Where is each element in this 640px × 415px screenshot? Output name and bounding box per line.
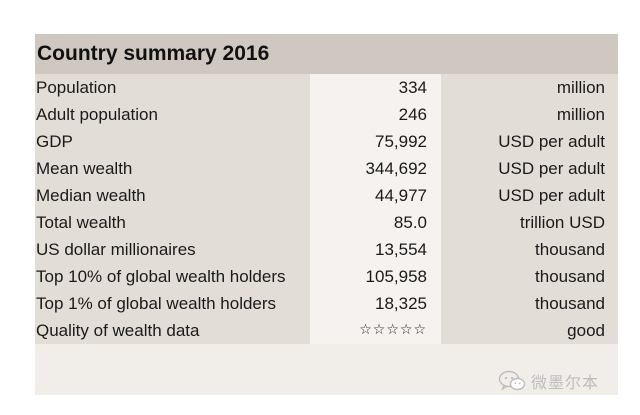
star-rating: ☆☆☆☆☆ (359, 322, 427, 338)
row-unit: million (556, 105, 605, 124)
watermark-text: 微墨尔本 (531, 373, 600, 392)
row-value: 344,692 (365, 159, 427, 178)
table-row: GDP 75,992 USD per adult (35, 128, 618, 155)
row-label: Median wealth (36, 186, 146, 205)
table-row: Adult population 246 million (35, 101, 618, 128)
table-row: US dollar millionaires 13,554 thousand (35, 236, 618, 263)
row-unit: good (567, 321, 605, 340)
row-unit: thousand (535, 267, 605, 286)
row-label: Quality of wealth data (36, 321, 200, 340)
row-unit: million (556, 78, 605, 97)
row-label: Population (36, 78, 117, 97)
row-value: 18,325 (375, 294, 427, 313)
table-row: Quality of wealth data ☆☆☆☆☆ good (35, 317, 618, 344)
row-unit: thousand (535, 240, 605, 259)
row-value: 13,554 (375, 240, 427, 259)
row-value: 246 (398, 105, 427, 124)
row-value: 44,977 (375, 186, 427, 205)
row-value: 105,958 (365, 267, 427, 286)
table-row: Mean wealth 344,692 USD per adult (35, 155, 618, 182)
row-label: Top 1% of global wealth holders (36, 294, 277, 313)
value-column-background (310, 74, 441, 344)
row-label: Mean wealth (36, 159, 133, 178)
country-summary-panel: Country summary 2016 Population 334 mill… (35, 34, 618, 395)
row-unit: trillion USD (519, 213, 605, 232)
table-row: Population 334 million (35, 74, 618, 101)
row-value: 85.0 (393, 213, 427, 232)
table-row: Total wealth 85.0 trillion USD (35, 209, 618, 236)
row-unit: USD per adult (498, 186, 605, 205)
row-value: 75,992 (375, 132, 427, 151)
row-unit: thousand (535, 294, 605, 313)
row-value: 334 (398, 78, 427, 97)
table-row: Median wealth 44,977 USD per adult (35, 182, 618, 209)
row-label: Total wealth (36, 213, 126, 232)
row-label: Adult population (36, 105, 158, 124)
row-label: US dollar millionaires (36, 240, 196, 259)
summary-table: Population 334 million Adult population … (35, 74, 618, 344)
table-row: Top 1% of global wealth holders 18,325 t… (35, 290, 618, 317)
watermark: 微墨尔本 (498, 368, 599, 394)
row-unit: USD per adult (498, 132, 605, 151)
label-column-background (35, 74, 310, 344)
row-label: Top 10% of global wealth holders (36, 267, 286, 286)
wechat-icon (498, 370, 526, 391)
summary-title: Country summary 2016 (35, 34, 618, 74)
unit-column-background (441, 74, 618, 344)
table-row: Top 10% of global wealth holders 105,958… (35, 263, 618, 290)
row-label: GDP (36, 132, 73, 151)
row-unit: USD per adult (498, 159, 605, 178)
